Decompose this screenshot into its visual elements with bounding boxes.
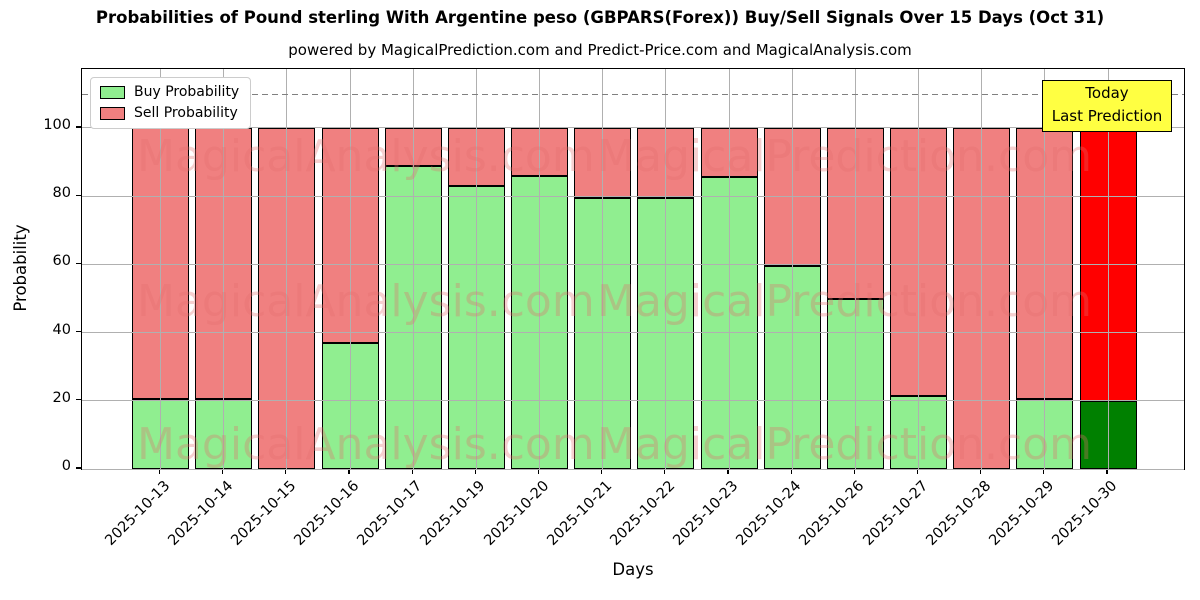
- x-tick-mark: [727, 469, 729, 474]
- legend-label: Sell Probability: [134, 105, 238, 121]
- x-gridline: [918, 69, 920, 469]
- x-tick-mark: [348, 469, 350, 474]
- x-tick-mark: [474, 469, 476, 474]
- y-tick-label: 80: [52, 185, 71, 202]
- x-gridline: [223, 69, 225, 469]
- x-tick-mark: [916, 469, 919, 474]
- y-tick-mark: [76, 194, 81, 196]
- x-tick-mark: [411, 469, 413, 474]
- chart-title: Probabilities of Pound sterling With Arg…: [95, 8, 1105, 27]
- y-gridline: [82, 332, 1184, 334]
- x-gridline: [349, 69, 351, 469]
- y-gridline: [82, 127, 1184, 129]
- x-tick-mark: [222, 469, 224, 474]
- x-gridline: [286, 69, 288, 469]
- y-tick-mark: [76, 126, 81, 128]
- x-gridline: [412, 69, 414, 469]
- y-tick-label: 40: [52, 321, 71, 338]
- x-tick-mark: [980, 469, 982, 474]
- watermark-text: MagicalPrediction.com: [597, 131, 1092, 182]
- x-tick-mark: [853, 469, 855, 474]
- x-gridline: [665, 69, 667, 469]
- chart-subtitle: powered by MagicalPrediction.com and Pre…: [288, 41, 912, 59]
- x-gridline: [1107, 69, 1109, 469]
- y-tick-mark: [76, 467, 81, 469]
- watermark-text: MagicalAnalysis.com: [137, 276, 595, 327]
- threshold-dashed-line: [82, 93, 1184, 96]
- y-tick-label: 20: [52, 389, 71, 406]
- y-gridline: [82, 263, 1184, 265]
- x-gridline: [475, 69, 477, 469]
- watermark-text: MagicalPrediction.com: [597, 419, 1092, 470]
- legend-item: Sell Probability: [100, 105, 239, 121]
- x-tick-mark: [158, 469, 161, 474]
- y-tick-mark: [76, 399, 81, 401]
- x-gridline: [728, 69, 730, 469]
- legend-item: Buy Probability: [100, 84, 239, 100]
- x-tick-mark: [285, 469, 287, 474]
- plot-area: MagicalAnalysis.com MagicalPrediction.com…: [81, 68, 1185, 470]
- y-tick-label: 0: [61, 458, 71, 474]
- y-tick-mark: [76, 262, 81, 264]
- y-tick-label: 60: [52, 253, 71, 270]
- x-tick-mark: [601, 469, 603, 474]
- x-gridline: [602, 69, 604, 469]
- watermark-text: MagicalAnalysis.com: [137, 419, 595, 470]
- watermark-text: MagicalPrediction.com: [597, 276, 1092, 327]
- x-gridline: [539, 69, 541, 469]
- y-gridline: [82, 195, 1184, 197]
- y-gridline: [82, 468, 1184, 470]
- today-annotation-line2: Last Prediction: [1051, 107, 1163, 126]
- today-annotation-line1: Today: [1085, 84, 1129, 102]
- x-gridline: [791, 69, 793, 469]
- x-tick-mark: [664, 469, 666, 474]
- y-axis-title: Probability: [11, 224, 30, 312]
- x-tick-mark: [790, 469, 792, 474]
- legend: Buy Probability Sell Probability: [90, 77, 252, 129]
- y-tick-label: 100: [43, 116, 71, 133]
- legend-swatch-sell: [100, 106, 125, 120]
- x-gridline: [1044, 69, 1046, 469]
- x-axis-title: Days: [612, 560, 654, 579]
- x-gridline: [981, 69, 983, 469]
- x-tick-mark: [1043, 469, 1045, 474]
- legend-label: Buy Probability: [134, 84, 240, 100]
- watermark-text: MagicalAnalysis.com: [137, 131, 595, 182]
- x-gridline: [854, 69, 856, 469]
- y-gridline: [82, 400, 1184, 402]
- x-tick-mark: [1106, 469, 1108, 474]
- legend-swatch-buy: [100, 85, 125, 99]
- today-annotation: Today Last Prediction: [1042, 80, 1172, 132]
- y-tick-mark: [76, 330, 81, 333]
- x-tick-mark: [537, 469, 540, 474]
- x-gridline: [160, 69, 161, 469]
